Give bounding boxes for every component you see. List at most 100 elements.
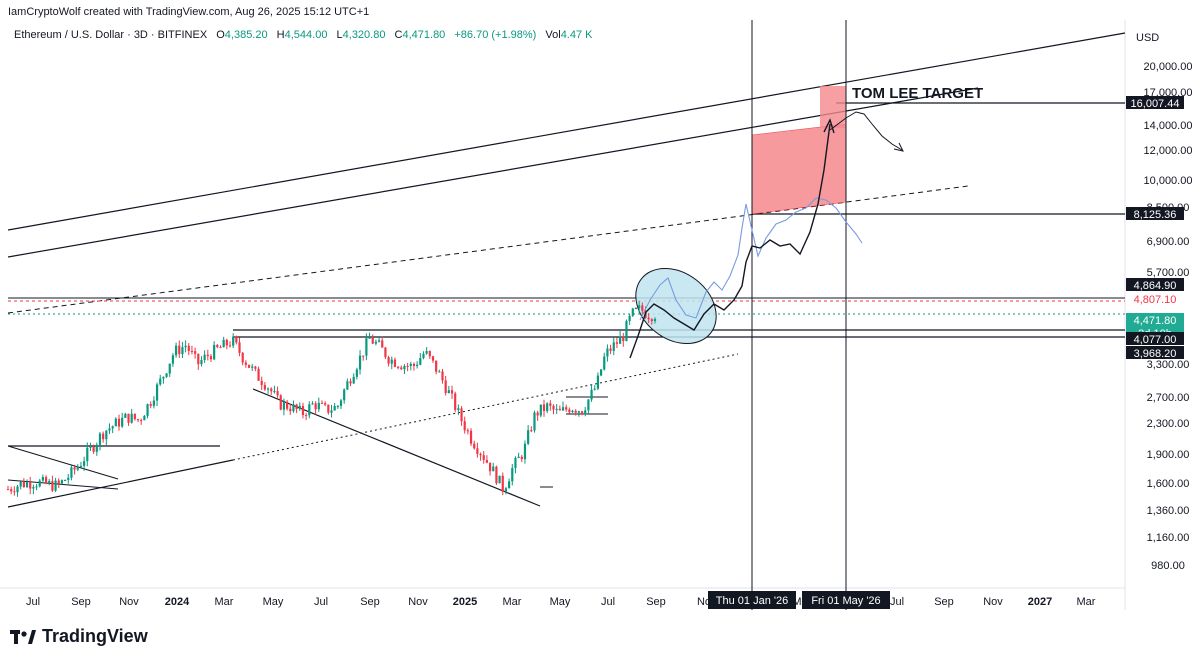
support-trend-line bbox=[7, 459, 234, 508]
candle-body bbox=[523, 443, 527, 460]
candle-body bbox=[295, 404, 298, 409]
target-box-low bbox=[751, 123, 847, 215]
candle-body bbox=[63, 479, 67, 481]
candle-body bbox=[368, 337, 371, 339]
low-key: L bbox=[336, 29, 343, 41]
candle-body bbox=[469, 430, 473, 444]
x-tick-label: May bbox=[263, 596, 284, 608]
candle-body bbox=[314, 403, 317, 410]
early-wedge-lower bbox=[7, 479, 119, 490]
x-tick-label: 2027 bbox=[1028, 596, 1052, 608]
price-tags: 16,007.44 8,125.36 4,864.90 4,807.10 4,471.8… bbox=[1126, 96, 1184, 360]
candle-body bbox=[159, 378, 162, 385]
candle-body bbox=[501, 475, 504, 492]
candle-body bbox=[492, 466, 495, 472]
candle-body bbox=[92, 446, 95, 452]
candle-body bbox=[285, 401, 289, 409]
candle-body bbox=[634, 308, 638, 310]
candle-body bbox=[266, 388, 270, 390]
tradingview-brand[interactable]: TradingView bbox=[10, 626, 148, 647]
x-tick-label: Nov bbox=[119, 596, 139, 608]
candle-body bbox=[171, 355, 175, 364]
candle-body bbox=[355, 369, 358, 377]
candle-body bbox=[393, 359, 397, 367]
candle-body bbox=[108, 428, 111, 431]
candle-body bbox=[320, 402, 324, 404]
candle-body bbox=[374, 341, 378, 344]
candle-body bbox=[450, 390, 454, 394]
candle-body bbox=[105, 430, 108, 440]
upper-channel-line bbox=[7, 32, 1126, 231]
candle-body bbox=[273, 391, 276, 393]
candle-body bbox=[174, 345, 178, 356]
x-tick-label: 2024 bbox=[165, 596, 190, 608]
x-tick-label: Jul bbox=[314, 596, 328, 608]
x-tick-label: Jul bbox=[601, 596, 615, 608]
candle-body bbox=[400, 367, 403, 370]
candle-body bbox=[127, 413, 130, 423]
candle-body bbox=[625, 321, 628, 342]
candle-body bbox=[406, 365, 409, 367]
candle-body bbox=[149, 404, 152, 406]
candle-body bbox=[187, 345, 190, 351]
candle-body bbox=[622, 336, 625, 342]
candle-body bbox=[416, 364, 419, 366]
candle-body bbox=[457, 408, 460, 411]
date-tag-bg bbox=[802, 591, 890, 609]
candle-body bbox=[533, 412, 536, 431]
candle-body bbox=[463, 421, 466, 431]
candle-body bbox=[194, 351, 197, 354]
candle-body bbox=[67, 477, 70, 480]
candle-body bbox=[89, 446, 92, 448]
candle-body bbox=[98, 433, 102, 445]
candle-body bbox=[209, 356, 213, 360]
candle-body bbox=[165, 373, 168, 377]
candle-body bbox=[140, 420, 143, 422]
candle-body bbox=[155, 384, 159, 401]
candles bbox=[6, 300, 657, 497]
candle-body bbox=[590, 389, 593, 400]
candle-body bbox=[206, 354, 209, 357]
tom-lee-target-label: TOM LEE TARGET bbox=[852, 85, 983, 102]
candle-body bbox=[428, 351, 431, 357]
candle-body bbox=[349, 381, 352, 384]
candle-body bbox=[536, 412, 539, 416]
candle-body bbox=[422, 353, 425, 358]
x-tick-label: Jul bbox=[26, 596, 40, 608]
candle-body bbox=[511, 468, 514, 482]
candle-body bbox=[587, 399, 590, 411]
candle-body bbox=[86, 447, 89, 462]
candle-body bbox=[232, 336, 235, 346]
candle-body bbox=[631, 308, 634, 316]
candle-body bbox=[54, 480, 57, 491]
candle-body bbox=[419, 357, 422, 365]
candle-body bbox=[358, 355, 362, 370]
price-tag-label: 4,807.10 bbox=[1134, 294, 1177, 306]
close-key: C bbox=[394, 29, 403, 41]
candle-body bbox=[244, 362, 247, 365]
candle-body bbox=[333, 406, 336, 411]
candle-body bbox=[454, 393, 457, 411]
candle-body bbox=[653, 319, 657, 322]
candle-body bbox=[216, 344, 219, 348]
candle-body bbox=[381, 340, 384, 348]
candle-body bbox=[48, 480, 51, 484]
candle-body bbox=[447, 390, 450, 394]
candle-body bbox=[603, 356, 606, 370]
x-tick-label: Sep bbox=[360, 596, 380, 608]
candle-body bbox=[146, 404, 149, 416]
dotted-support-line bbox=[232, 353, 739, 461]
x-tick-label: No bbox=[697, 596, 711, 608]
candle-body bbox=[305, 415, 308, 417]
candle-body bbox=[228, 345, 232, 347]
candle-body bbox=[641, 305, 644, 311]
candle-body bbox=[412, 363, 416, 366]
candle-body bbox=[133, 413, 136, 420]
candle-body bbox=[346, 381, 349, 390]
x-tick-label: Jul bbox=[890, 596, 904, 608]
candle-body bbox=[555, 408, 558, 410]
breakout-ellipse bbox=[635, 267, 717, 345]
forecast-path-blue bbox=[639, 197, 863, 321]
candle-body bbox=[517, 456, 520, 459]
